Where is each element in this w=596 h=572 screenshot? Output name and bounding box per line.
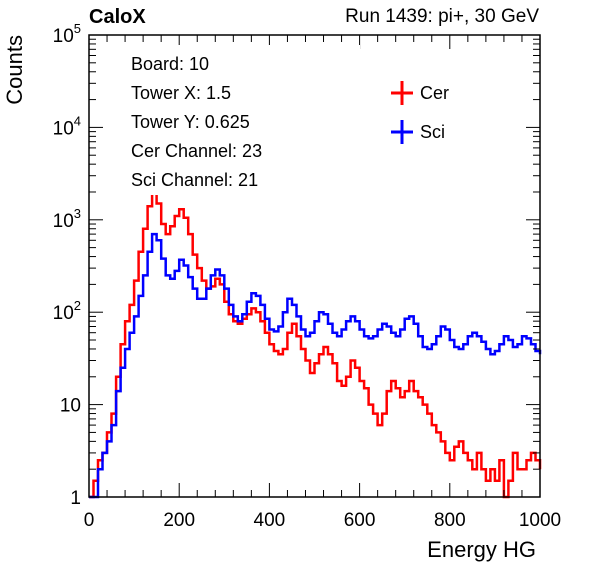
run-info-label: Run 1439: pi+, 30 GeV (345, 6, 539, 27)
y-tick-label: 104 (53, 113, 81, 139)
info-box (118, 45, 360, 195)
info-cer-channel: Cer Channel: 23 (131, 141, 262, 161)
legend-label-sci: Sci (420, 122, 445, 142)
y-tick-label: 103 (53, 206, 81, 232)
info-board: Board: 10 (131, 54, 209, 74)
x-tick-label: 200 (163, 510, 195, 531)
y-tick-label: 105 (53, 21, 81, 47)
y-axis-title: Counts (2, 35, 27, 105)
info-tower-y: Tower Y: 0.625 (131, 112, 250, 132)
x-tick-label: 800 (434, 510, 466, 531)
x-tick-label: 1000 (519, 510, 561, 531)
y-tick-label: 1 (70, 488, 81, 509)
y-tick-label: 102 (53, 298, 81, 324)
legend-marker-cer (391, 81, 413, 105)
y-tick-label: 10 (60, 396, 81, 417)
series-layer (89, 190, 542, 499)
x-tick-label: 400 (254, 510, 286, 531)
x-tick-label: 600 (344, 510, 376, 531)
plot-frame (88, 34, 541, 498)
x-tick-label: 0 (84, 510, 95, 531)
legend-label-cer: Cer (420, 83, 449, 103)
x-axis-title: Energy HG (427, 537, 536, 562)
info-sci-channel: Sci Channel: 21 (131, 170, 258, 190)
legend-marker-sci (391, 120, 413, 144)
series-line-sci (89, 232, 542, 499)
brand-label: CaloX (89, 6, 146, 28)
legend: Cer Sci (391, 81, 449, 144)
info-tower-x: Tower X: 1.5 (131, 83, 231, 103)
y-axis-ticks: 1 10 102 103 104 105 (53, 21, 540, 509)
x-axis-ticks: 0 200 400 600 800 1000 (84, 35, 561, 531)
series-line-cer (89, 190, 542, 499)
